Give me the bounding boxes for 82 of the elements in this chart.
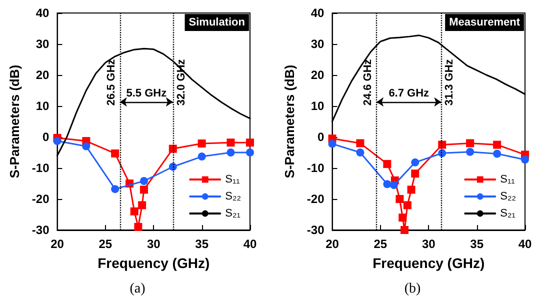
y-tick-label: 20 — [310, 68, 325, 82]
y-tick-label: 40 — [310, 6, 325, 20]
y-axis-title: S-Parameters (dB) — [282, 64, 297, 178]
point — [198, 152, 206, 161]
point — [168, 144, 177, 153]
point — [400, 226, 409, 234]
point — [140, 186, 148, 194]
y-tick-label: -20 — [306, 192, 325, 206]
point — [466, 148, 474, 156]
point — [383, 180, 392, 188]
point — [403, 201, 412, 210]
annotation: 5.5 GHz — [126, 87, 168, 100]
point — [398, 214, 407, 222]
x-tick-label: 30 — [422, 237, 436, 251]
chart-title: Simulation — [188, 16, 246, 28]
y-tick-label: -10 — [32, 161, 50, 175]
point — [383, 160, 392, 168]
point — [226, 148, 235, 156]
y-tick-label: 10 — [36, 99, 50, 113]
text: (a) — [130, 282, 146, 296]
point — [438, 149, 446, 158]
point — [493, 150, 502, 158]
y-tick-label: 30 — [36, 37, 50, 51]
point — [111, 185, 120, 194]
legend-label: S₁₁ — [500, 174, 516, 186]
point — [138, 201, 146, 210]
point — [130, 207, 138, 216]
point — [226, 138, 235, 147]
y-tick-label: 30 — [310, 37, 325, 51]
ref-line-label: 24.6 GHz — [362, 58, 374, 106]
y-tick-label: -10 — [306, 161, 325, 175]
point — [438, 140, 446, 149]
point — [356, 148, 364, 156]
point — [356, 139, 364, 148]
x-tick-label: 20 — [50, 237, 64, 251]
point — [407, 186, 416, 194]
x-tick-label: 40 — [518, 237, 532, 251]
point — [53, 137, 62, 146]
point — [411, 170, 420, 178]
point — [134, 222, 142, 231]
point — [140, 177, 148, 186]
x-tick-label: 25 — [98, 237, 112, 251]
point — [111, 149, 120, 158]
point — [396, 195, 404, 203]
point — [521, 156, 529, 164]
point — [328, 140, 336, 148]
point — [246, 148, 254, 156]
y-tick-label: 10 — [310, 99, 325, 113]
x-axis-title: Frequency (GHz) — [372, 255, 485, 271]
y-tick-label: -20 — [32, 192, 50, 206]
point — [198, 140, 206, 148]
point — [493, 140, 502, 149]
chart-title: Measurement — [449, 16, 520, 28]
x-tick-label: 25 — [374, 237, 388, 251]
x-axis-title: Frequency (GHz) — [98, 255, 210, 271]
legend-label: S₁₁ — [225, 174, 240, 186]
y-tick-label: 0 — [318, 130, 325, 144]
point — [466, 139, 474, 148]
y-axis-title: S-Parameters (dB) — [7, 64, 22, 178]
y-tick-label: 40 — [36, 6, 50, 20]
point — [168, 162, 177, 171]
point — [246, 138, 254, 147]
point — [411, 158, 420, 166]
ref-line-label: 26.5 GHz — [105, 58, 118, 106]
x-tick-label: 35 — [195, 237, 209, 251]
text: (b) — [404, 282, 421, 296]
legend-label: S₂₁ — [500, 208, 516, 220]
legend-label: S₂₂ — [225, 190, 242, 202]
y-tick-label: 20 — [36, 68, 50, 82]
point — [390, 181, 398, 190]
y-tick-label: 0 — [42, 130, 50, 144]
x-tick-label: 40 — [243, 237, 257, 251]
x-tick-label: 20 — [326, 237, 340, 251]
legend-label: S₂₁ — [225, 208, 241, 220]
x-tick-label: 30 — [146, 237, 161, 251]
annotation: 6.7 GHz — [388, 87, 430, 100]
y-tick-label: -30 — [32, 223, 50, 237]
legend-label: S₂₂ — [500, 190, 516, 202]
point — [82, 142, 90, 150]
ref-line-label: 31.3 GHz — [444, 58, 456, 106]
x-tick-label: 35 — [470, 237, 484, 251]
y-tick-label: -30 — [306, 223, 325, 237]
